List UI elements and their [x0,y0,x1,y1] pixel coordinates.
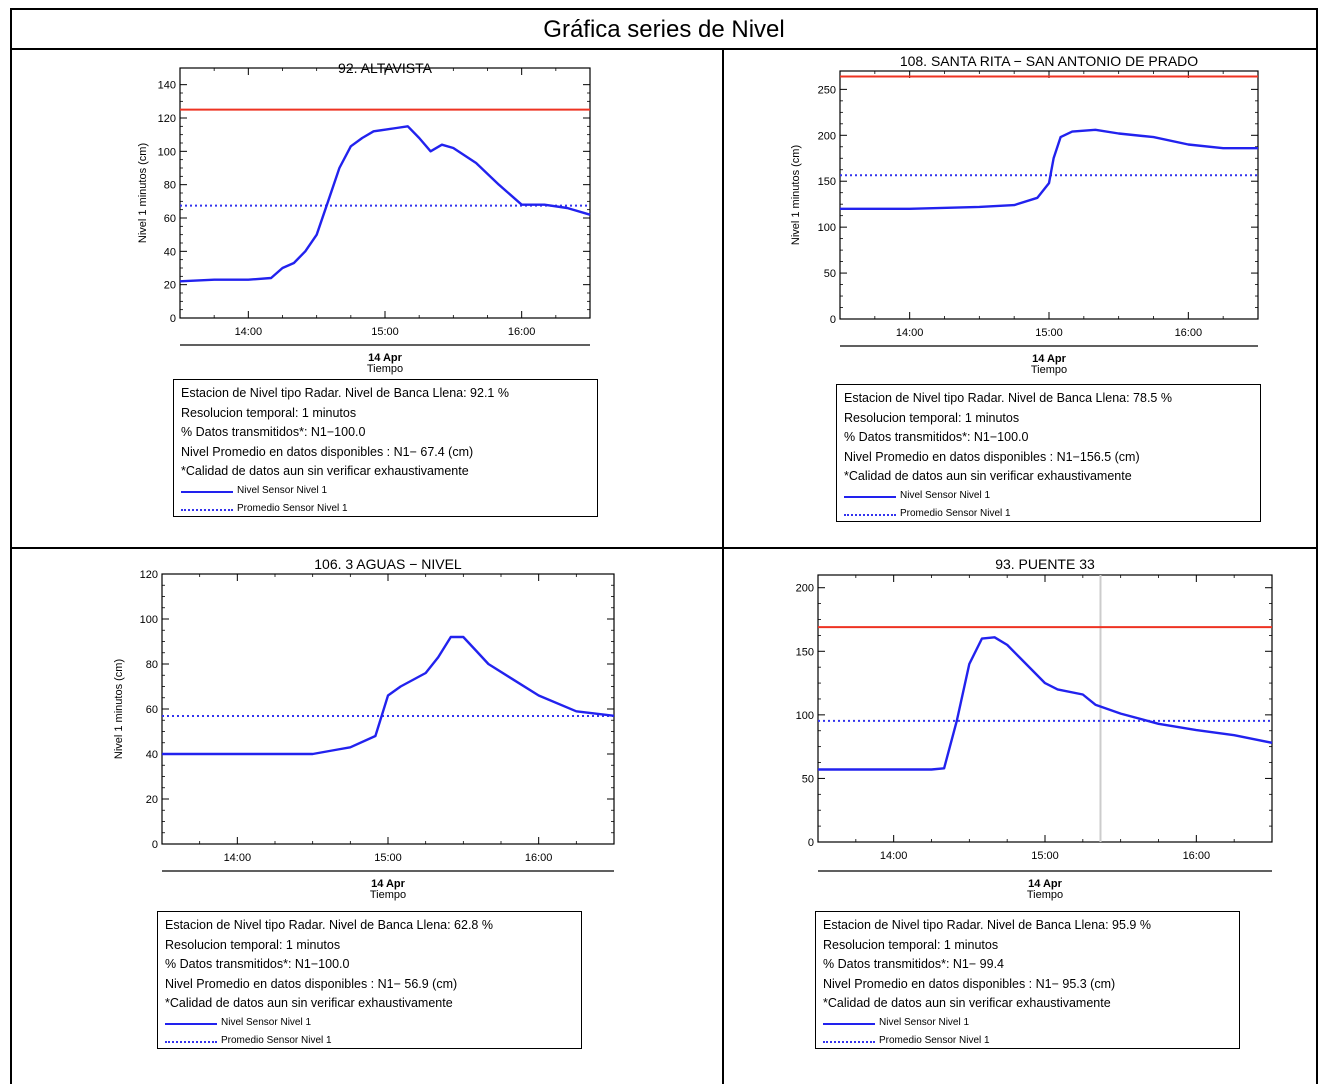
info-box-santa-rita: Estacion de Nivel tipo Radar. Nivel de B… [836,384,1261,522]
chart-grid-frame: Gráfica series de Nivel [10,8,1318,1084]
column-divider [722,48,724,1084]
info-calidad: *Calidad de datos aun sin verificar exha… [165,996,453,1010]
info-datos-transmitidos: % Datos transmitidos*: N1−100.0 [181,425,366,439]
info-resolucion: Resolucion temporal: 1 minutos [844,410,1020,425]
row-divider [12,547,1316,549]
legend-solid-line [844,495,896,498]
legend-item-nivel: Nivel Sensor Nivel 1 [823,1014,1239,1032]
legend-solid-line [181,490,233,493]
info-calidad: *Calidad de datos aun sin verificar exha… [844,469,1132,483]
legend-dotted-line [844,513,896,516]
legend-label: Nivel Sensor Nivel 1 [879,1016,970,1028]
info-nivel-promedio: Nivel Promedio en datos disponibles : N1… [165,976,458,991]
info-banca-llena: Estacion de Nivel tipo Radar. Nivel de B… [181,386,509,400]
legend-dotted-line [165,1040,217,1043]
legend-label: Promedio Sensor Nivel 1 [900,507,1011,519]
legend-label: Promedio Sensor Nivel 1 [237,502,348,514]
legend-dotted-line [181,508,233,511]
info-box-altavista: Estacion de Nivel tipo Radar. Nivel de B… [173,379,598,517]
info-box-3-aguas: Estacion de Nivel tipo Radar. Nivel de B… [157,911,582,1049]
info-nivel-promedio: Nivel Promedio en datos disponibles : N1… [844,449,1140,464]
info-datos-transmitidos: % Datos transmitidos*: N1−100.0 [844,430,1029,444]
legend-label: Nivel Sensor Nivel 1 [237,484,328,496]
legend-label: Nivel Sensor Nivel 1 [900,489,991,501]
info-resolucion: Resolucion temporal: 1 minutos [181,405,357,420]
legend-item-promedio: Promedio Sensor Nivel 1 [844,505,1260,523]
info-datos-transmitidos: % Datos transmitidos*: N1− 99.4 [823,957,1004,971]
info-banca-llena: Estacion de Nivel tipo Radar. Nivel de B… [165,918,493,932]
info-banca-llena: Estacion de Nivel tipo Radar. Nivel de B… [823,918,1151,932]
info-box-puente-33: Estacion de Nivel tipo Radar. Nivel de B… [815,911,1240,1049]
legend-label: Promedio Sensor Nivel 1 [879,1034,990,1046]
legend-item-promedio: Promedio Sensor Nivel 1 [181,500,597,518]
page-title: Gráfica series de Nivel [543,16,785,43]
legend-item-nivel: Nivel Sensor Nivel 1 [165,1014,581,1032]
legend-item-promedio: Promedio Sensor Nivel 1 [823,1032,1239,1050]
info-nivel-promedio: Nivel Promedio en datos disponibles : N1… [823,976,1116,991]
info-calidad: *Calidad de datos aun sin verificar exha… [823,996,1111,1010]
info-banca-llena: Estacion de Nivel tipo Radar. Nivel de B… [844,391,1172,405]
legend-item-nivel: Nivel Sensor Nivel 1 [181,482,597,500]
legend-label: Promedio Sensor Nivel 1 [221,1034,332,1046]
legend-solid-line [823,1022,875,1025]
info-nivel-promedio: Nivel Promedio en datos disponibles : N1… [181,444,474,459]
info-calidad: *Calidad de datos aun sin verificar exha… [181,464,469,478]
info-resolucion: Resolucion temporal: 1 minutos [165,937,341,952]
legend-label: Nivel Sensor Nivel 1 [221,1016,312,1028]
legend-item-nivel: Nivel Sensor Nivel 1 [844,487,1260,505]
title-divider [12,48,1316,50]
legend-dotted-line [823,1040,875,1043]
legend-item-promedio: Promedio Sensor Nivel 1 [165,1032,581,1050]
info-datos-transmitidos: % Datos transmitidos*: N1−100.0 [165,957,350,971]
legend-solid-line [165,1022,217,1025]
info-resolucion: Resolucion temporal: 1 minutos [823,937,999,952]
